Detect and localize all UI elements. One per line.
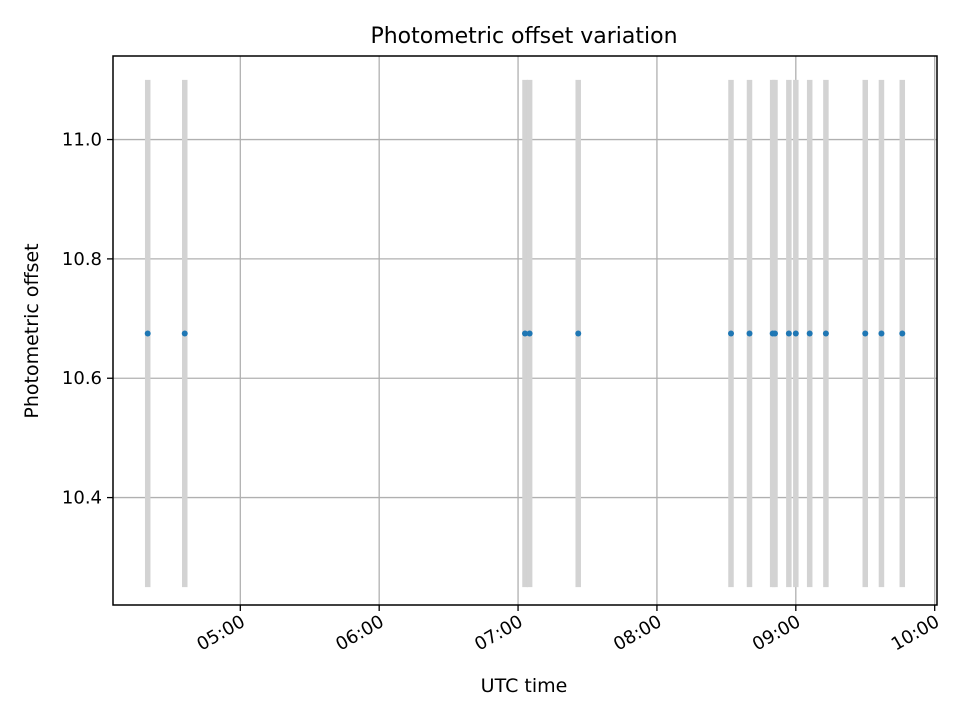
data-point <box>181 330 188 337</box>
plot-frame <box>112 55 938 606</box>
y-axis-label: Photometric offset <box>21 243 43 418</box>
data-point <box>728 330 734 337</box>
y-tick-label: 11.0 <box>62 130 102 151</box>
y-axis: 10.4 10.6 10.8 11.0 <box>62 130 113 509</box>
data-point <box>878 330 885 337</box>
data-point <box>822 330 829 337</box>
data-point <box>806 330 813 337</box>
data-point <box>522 330 528 337</box>
data-point <box>526 330 533 337</box>
data-point <box>575 330 582 337</box>
x-tick-label: 07:00 <box>471 611 526 655</box>
data-point <box>862 330 869 337</box>
data-point <box>792 330 799 337</box>
x-tick-label: 06:00 <box>332 611 387 655</box>
x-axis-label: UTC time <box>481 675 568 697</box>
data-point <box>771 330 778 337</box>
x-tick-label: 05:00 <box>193 611 248 655</box>
data-point <box>899 330 906 337</box>
data-point <box>144 330 151 337</box>
data-point <box>785 330 792 337</box>
y-tick-label: 10.8 <box>62 249 102 270</box>
x-tick-label: 08:00 <box>610 611 665 655</box>
x-tick-label: 09:00 <box>749 611 804 655</box>
chart-title: Photometric offset variation <box>370 24 677 49</box>
data-points <box>144 330 906 337</box>
data-point <box>746 330 753 337</box>
x-axis: 05:00 06:00 07:00 08:00 09:00 10:00 <box>193 605 943 655</box>
y-tick-label: 10.6 <box>62 368 102 389</box>
x-tick-label: 10:00 <box>888 611 943 655</box>
y-tick-label: 10.4 <box>62 488 102 509</box>
